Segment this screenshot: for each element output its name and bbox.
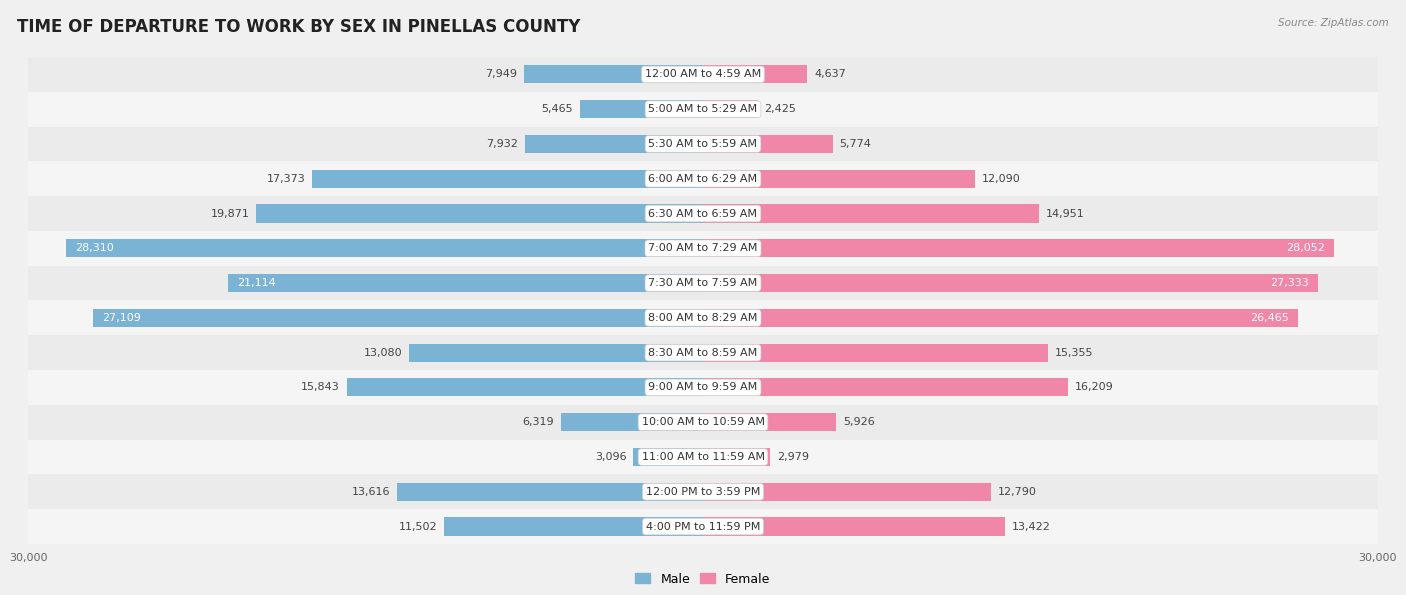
Bar (66, 239, 703, 258)
Text: 5,926: 5,926 (844, 417, 875, 427)
FancyBboxPatch shape (28, 196, 1378, 231)
Bar (703, 274, 1317, 292)
Bar (581, 100, 703, 118)
Bar (93, 309, 703, 327)
Bar (703, 309, 1298, 327)
FancyBboxPatch shape (28, 161, 1378, 196)
Bar (633, 448, 703, 466)
Text: 11:00 AM to 11:59 AM: 11:00 AM to 11:59 AM (641, 452, 765, 462)
FancyBboxPatch shape (28, 266, 1378, 300)
Bar (409, 343, 703, 362)
Text: 12,090: 12,090 (981, 174, 1021, 184)
FancyBboxPatch shape (28, 509, 1378, 544)
Text: 6,319: 6,319 (523, 417, 554, 427)
Bar (703, 343, 1049, 362)
Bar (396, 483, 703, 501)
Text: 11,502: 11,502 (399, 522, 437, 531)
Text: 5:00 AM to 5:29 AM: 5:00 AM to 5:29 AM (648, 104, 758, 114)
Text: 3,096: 3,096 (595, 452, 627, 462)
Text: 7:30 AM to 7:59 AM: 7:30 AM to 7:59 AM (648, 278, 758, 288)
Text: 27,109: 27,109 (103, 313, 141, 323)
Bar (524, 135, 703, 153)
Bar (312, 170, 703, 188)
Bar (703, 378, 1067, 396)
Text: 2,425: 2,425 (765, 104, 796, 114)
Text: 26,465: 26,465 (1250, 313, 1289, 323)
Bar (703, 100, 758, 118)
Text: 13,616: 13,616 (352, 487, 389, 497)
FancyBboxPatch shape (28, 335, 1378, 370)
Bar (703, 170, 974, 188)
Bar (703, 239, 1334, 258)
Text: 28,310: 28,310 (75, 243, 114, 253)
Text: 6:00 AM to 6:29 AM: 6:00 AM to 6:29 AM (648, 174, 758, 184)
Text: 7,932: 7,932 (486, 139, 517, 149)
Text: 7,949: 7,949 (485, 70, 517, 79)
FancyBboxPatch shape (28, 92, 1378, 127)
Text: 13,422: 13,422 (1012, 522, 1050, 531)
FancyBboxPatch shape (28, 231, 1378, 266)
FancyBboxPatch shape (28, 57, 1378, 92)
Text: 12:00 PM to 3:59 PM: 12:00 PM to 3:59 PM (645, 487, 761, 497)
Text: 5,774: 5,774 (839, 139, 872, 149)
Text: 19,871: 19,871 (211, 208, 249, 218)
Text: 7:00 AM to 7:29 AM: 7:00 AM to 7:29 AM (648, 243, 758, 253)
FancyBboxPatch shape (28, 440, 1378, 474)
FancyBboxPatch shape (28, 474, 1378, 509)
Bar (703, 65, 807, 83)
Bar (703, 448, 770, 466)
Bar (256, 205, 703, 223)
Text: 2,979: 2,979 (776, 452, 808, 462)
Text: 9:00 AM to 9:59 AM: 9:00 AM to 9:59 AM (648, 383, 758, 393)
Bar (228, 274, 703, 292)
Bar (703, 205, 1039, 223)
Bar (703, 135, 832, 153)
FancyBboxPatch shape (28, 405, 1378, 440)
Text: TIME OF DEPARTURE TO WORK BY SEX IN PINELLAS COUNTY: TIME OF DEPARTURE TO WORK BY SEX IN PINE… (17, 18, 581, 36)
Text: Source: ZipAtlas.com: Source: ZipAtlas.com (1278, 18, 1389, 28)
Text: 27,333: 27,333 (1270, 278, 1309, 288)
Text: 16,209: 16,209 (1074, 383, 1114, 393)
Text: 14,951: 14,951 (1046, 208, 1085, 218)
Text: 5:30 AM to 5:59 AM: 5:30 AM to 5:59 AM (648, 139, 758, 149)
Text: 4,637: 4,637 (814, 70, 846, 79)
Text: 21,114: 21,114 (238, 278, 276, 288)
Text: 4:00 PM to 11:59 PM: 4:00 PM to 11:59 PM (645, 522, 761, 531)
FancyBboxPatch shape (28, 300, 1378, 335)
Text: 12,790: 12,790 (997, 487, 1036, 497)
Bar (703, 413, 837, 431)
Bar (561, 413, 703, 431)
Text: 12:00 AM to 4:59 AM: 12:00 AM to 4:59 AM (645, 70, 761, 79)
Text: 13,080: 13,080 (363, 347, 402, 358)
Bar (347, 378, 703, 396)
Bar (444, 518, 703, 536)
Text: 8:30 AM to 8:59 AM: 8:30 AM to 8:59 AM (648, 347, 758, 358)
FancyBboxPatch shape (28, 127, 1378, 161)
Bar (524, 65, 703, 83)
Legend: Male, Female: Male, Female (630, 568, 776, 590)
Text: 17,373: 17,373 (267, 174, 305, 184)
Bar (703, 483, 991, 501)
Text: 15,355: 15,355 (1054, 347, 1094, 358)
Text: 8:00 AM to 8:29 AM: 8:00 AM to 8:29 AM (648, 313, 758, 323)
Text: 10:00 AM to 10:59 AM: 10:00 AM to 10:59 AM (641, 417, 765, 427)
Text: 15,843: 15,843 (301, 383, 340, 393)
FancyBboxPatch shape (28, 370, 1378, 405)
Text: 28,052: 28,052 (1286, 243, 1324, 253)
Text: 5,465: 5,465 (541, 104, 574, 114)
Bar (703, 518, 1005, 536)
Text: 6:30 AM to 6:59 AM: 6:30 AM to 6:59 AM (648, 208, 758, 218)
